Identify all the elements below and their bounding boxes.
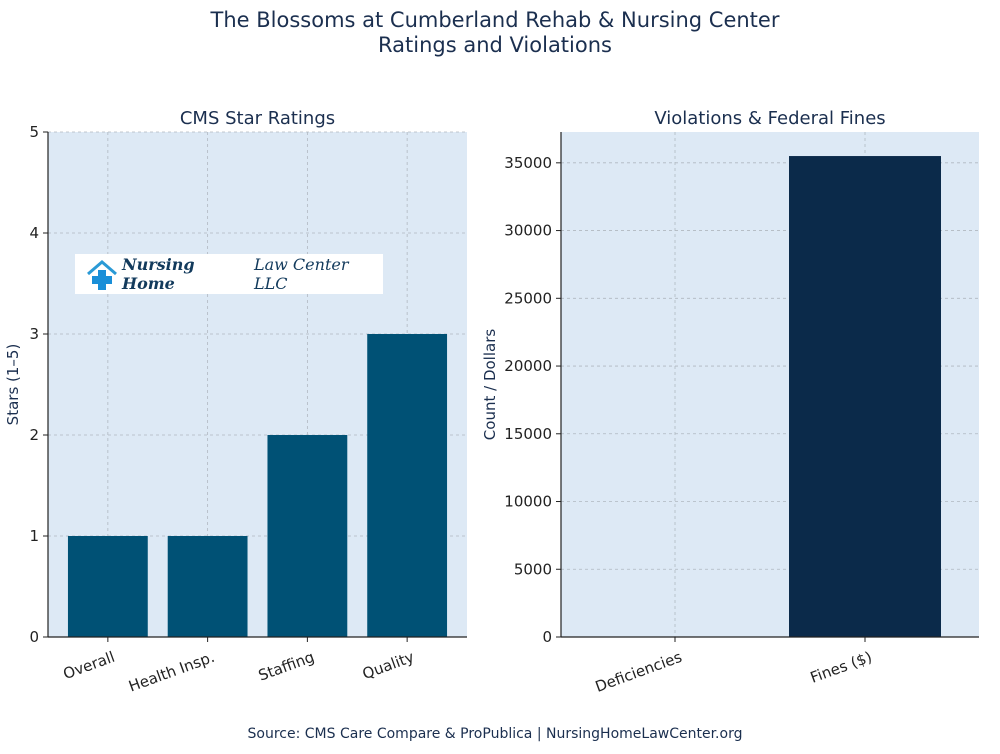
x-tick-label: Staffing [256, 648, 317, 685]
x-tick-label: Quality [360, 648, 417, 683]
bar-staffing [267, 435, 348, 637]
figure-subtitle: Ratings and Violations [378, 33, 612, 57]
panel-title: CMS Star Ratings [180, 108, 335, 129]
bar-quality [367, 334, 448, 637]
y-tick-label: 20000 [504, 357, 552, 375]
bar-overall [67, 536, 148, 637]
source-note: Source: CMS Care Compare & ProPublica | … [248, 726, 743, 742]
panel-0: 0 1 2 3 4 5 Overall Health Insp. Staffing Quality… [4, 108, 467, 696]
logo: Nursing Home Law Center LLC [75, 254, 383, 294]
house-plus-icon [87, 260, 117, 290]
y-tick-label: 15000 [504, 425, 552, 443]
x-tick-label: Deficiencies [593, 648, 685, 696]
y-tick-label: 10000 [504, 493, 552, 511]
x-tick-label: Overall [61, 648, 118, 683]
panel-1: 0 5000 10000 15000 20000 25000 30000 35000 Defic… [481, 108, 979, 696]
y-tick-label: 30000 [504, 222, 552, 240]
y-tick-label: 1 [29, 527, 39, 545]
y-tick-label: 4 [29, 224, 39, 242]
bar-fines- [789, 156, 941, 638]
logo-text: Law Center LLC [253, 255, 349, 293]
y-tick-label: 5 [29, 123, 39, 141]
x-tick-label: Fines ($) [808, 648, 875, 687]
figure-title: The Blossoms at Cumberland Rehab & Nursi… [210, 8, 780, 32]
y-axis-label: Stars (1–5) [4, 344, 22, 426]
logo-text-bold: Nursing Home [121, 255, 195, 293]
y-tick-label: 3 [29, 325, 39, 343]
y-axis-label: Count / Dollars [481, 329, 499, 441]
y-tick-label: 0 [542, 628, 552, 646]
panel-title: Violations & Federal Fines [654, 108, 885, 129]
y-tick-label: 2 [29, 426, 39, 444]
x-tick-label: Health Insp. [126, 648, 217, 696]
bar-health-insp- [167, 536, 248, 637]
y-tick-label: 35000 [504, 154, 552, 172]
y-tick-label: 0 [29, 628, 39, 646]
y-tick-label: 25000 [504, 289, 552, 307]
y-tick-label: 5000 [514, 560, 552, 578]
